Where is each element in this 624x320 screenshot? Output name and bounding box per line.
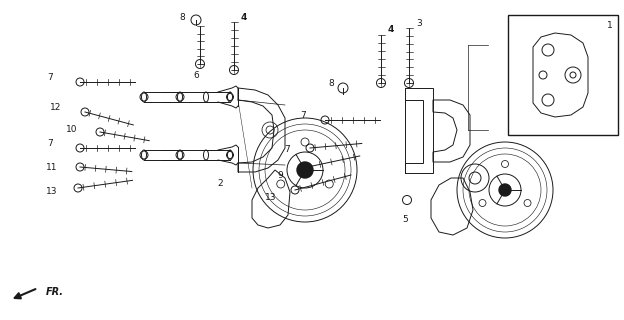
Circle shape (499, 184, 511, 196)
Text: FR.: FR. (46, 287, 64, 297)
Text: 13: 13 (265, 194, 277, 203)
Text: 10: 10 (66, 125, 78, 134)
Text: 2: 2 (217, 180, 223, 188)
Text: 7: 7 (47, 140, 53, 148)
Text: 7: 7 (47, 74, 53, 83)
Circle shape (297, 162, 313, 178)
Text: 4: 4 (388, 26, 394, 35)
Bar (508, 15, 618, 135)
Text: 5: 5 (402, 215, 408, 225)
Text: 12: 12 (51, 103, 62, 113)
Text: 11: 11 (46, 164, 58, 172)
Text: 8: 8 (328, 79, 334, 89)
Text: 13: 13 (46, 188, 58, 196)
Text: 7: 7 (284, 146, 290, 155)
Text: 9: 9 (277, 171, 283, 180)
Text: 6: 6 (193, 71, 199, 81)
Text: 1: 1 (607, 20, 613, 29)
Text: 8: 8 (179, 13, 185, 22)
Text: 4: 4 (241, 13, 247, 22)
Text: 3: 3 (416, 20, 422, 28)
Text: 7: 7 (300, 111, 306, 121)
